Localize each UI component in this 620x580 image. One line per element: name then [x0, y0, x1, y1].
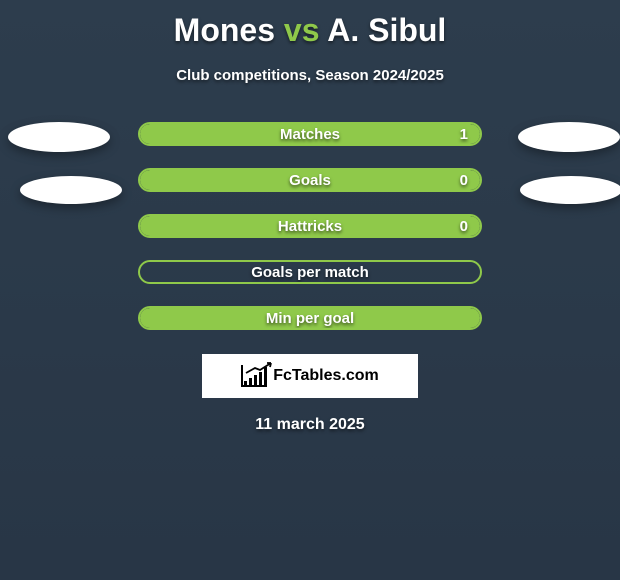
stat-value: 1: [460, 126, 468, 143]
fctables-logo[interactable]: FcTables.com: [202, 354, 418, 398]
stat-row: Goals 0: [138, 168, 482, 192]
stat-label: Goals: [289, 172, 331, 189]
stat-row: Goals per match: [138, 260, 482, 284]
stat-row: Matches 1: [138, 122, 482, 146]
stat-label: Hattricks: [278, 218, 342, 235]
bar-chart-icon: [241, 365, 267, 387]
stat-label: Goals per match: [251, 264, 369, 281]
page-title: Mones vs A. Sibul: [0, 0, 620, 49]
shadow-ellipse: [8, 122, 110, 152]
date-label: 11 march 2025: [0, 416, 620, 434]
stat-row: Hattricks 0: [138, 214, 482, 238]
logo-bar: [249, 378, 252, 385]
stat-label: Matches: [280, 126, 340, 143]
stat-value: 0: [460, 218, 468, 235]
player2-name: A. Sibul: [327, 12, 446, 48]
stat-row: Min per goal: [138, 306, 482, 330]
vs-separator: vs: [284, 12, 320, 48]
logo-text: FcTables.com: [273, 367, 379, 385]
player1-name: Mones: [174, 12, 275, 48]
shadow-ellipse: [20, 176, 122, 204]
logo-bar: [254, 375, 257, 385]
subtitle: Club competitions, Season 2024/2025: [0, 67, 620, 84]
stat-label: Min per goal: [266, 310, 354, 327]
arrow-icon: [245, 362, 273, 374]
shadow-ellipse: [518, 122, 620, 152]
stat-value: 0: [460, 172, 468, 189]
shadow-ellipse: [520, 176, 620, 204]
stats-list: Matches 1 Goals 0 Hattricks 0 Goals per match M…: [0, 122, 620, 330]
logo-bar: [244, 381, 247, 385]
